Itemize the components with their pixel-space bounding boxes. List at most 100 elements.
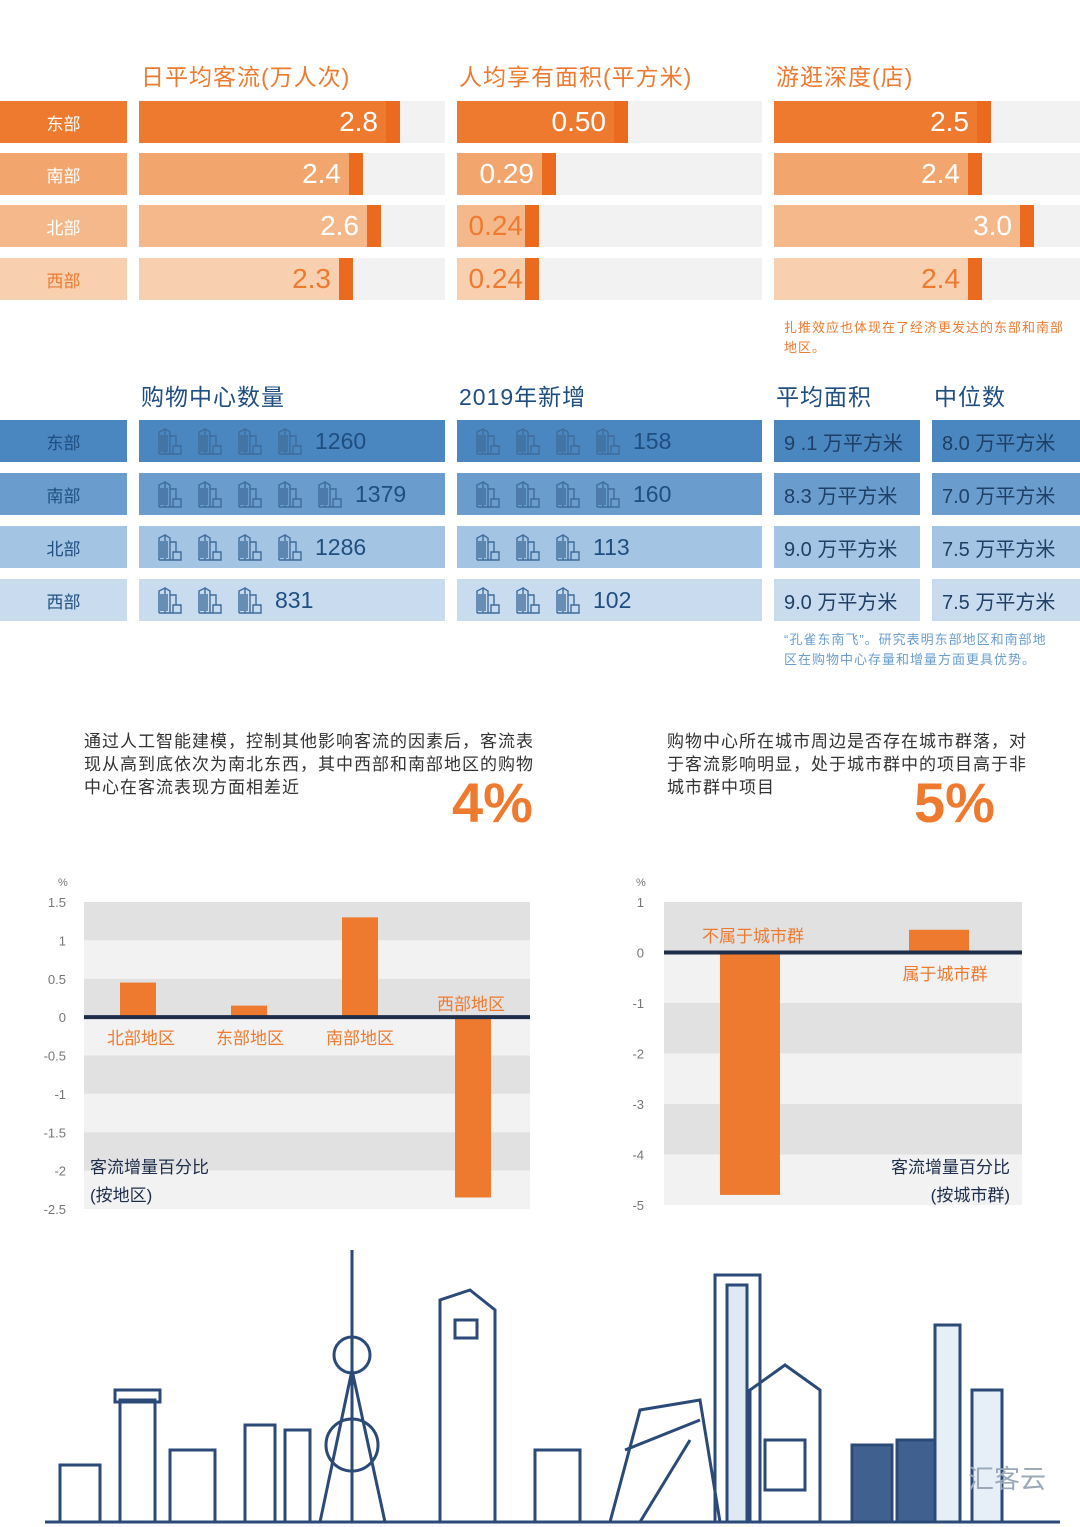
new-value: 158 <box>633 427 672 454</box>
bar-value: 0.24 <box>468 210 524 241</box>
shopping-mall-building-icon <box>235 532 275 562</box>
shopping-mall-building-icon <box>155 479 195 509</box>
bar-track: 2.4 <box>774 153 1080 195</box>
y-tick-label: 0 <box>637 946 644 961</box>
bar-value: 0.50 <box>551 106 607 137</box>
shopping-mall-building-icon <box>275 479 315 509</box>
bar-2 <box>342 917 378 1018</box>
bar-value: 2.4 <box>302 158 341 189</box>
row-label-2: 北部 <box>0 526 127 568</box>
new-cell: 113 <box>457 526 762 568</box>
bar-0 <box>720 952 780 1195</box>
y-tick-label: 0.5 <box>48 972 66 987</box>
avg_area-cell: 9 .1 万平方米 <box>774 420 920 462</box>
count-value: 1260 <box>315 427 367 454</box>
row-label-1: 南部 <box>0 473 127 515</box>
row-label-1: 南部 <box>0 153 127 195</box>
shopping-mall-building-icon <box>593 479 633 509</box>
bar-track: 3.0 <box>774 205 1080 247</box>
median-value: 7.5 万平方米 <box>942 538 1056 561</box>
bar-marker <box>542 153 556 195</box>
note-peacock: “孔雀东南飞”。研究表明东部地区和南部地区在购物中心存量和增量方面更具优势。 <box>784 632 1047 667</box>
bar-fill <box>139 101 400 143</box>
column-header: 日平均客流(万人次) <box>141 64 351 90</box>
shopping-mall-building-icon <box>155 532 195 562</box>
bar-track: 0.24 <box>457 258 762 300</box>
bar-value: 2.5 <box>930 106 969 137</box>
shopping-mall-building-icon <box>553 479 593 509</box>
bar-marker <box>367 205 381 247</box>
bar-fill <box>774 258 982 300</box>
note-agglomeration: 扎推效应也体现在了经济更发达的东部和南部地区。 <box>784 320 1065 355</box>
y-tick-label: 0 <box>59 1010 66 1025</box>
median-cell: 7.5 万平方米 <box>932 579 1080 621</box>
bar-1 <box>909 929 969 953</box>
bar-marker <box>968 258 982 300</box>
bar-track: 0.24 <box>457 205 762 247</box>
y-unit-label: % <box>636 877 646 889</box>
bar-fill <box>139 258 353 300</box>
row-label-3: 西部 <box>0 579 127 621</box>
bar-marker <box>1020 205 1034 247</box>
new-cell: 102 <box>457 579 762 621</box>
bar-marker <box>977 101 991 143</box>
shopping-mall-building-icon <box>195 426 235 456</box>
count-cell: 1379 <box>139 473 445 515</box>
bar-marker <box>525 205 539 247</box>
shopping-mall-building-icon <box>155 426 195 456</box>
row-label-2: 北部 <box>0 205 127 247</box>
shopping-mall-building-icon <box>553 426 593 456</box>
bar-1 <box>231 1005 267 1018</box>
median-cell: 7.5 万平方米 <box>932 526 1080 568</box>
column-header: 游逛深度(店) <box>776 64 914 90</box>
grid-band <box>664 1003 1022 1054</box>
avg_area-value: 9.0 万平方米 <box>784 591 898 614</box>
city-skyline-illustration: 汇客云 <box>45 1250 1060 1524</box>
grid-band <box>664 1053 1022 1104</box>
watermark-logo: 汇客云 <box>968 1464 1046 1494</box>
shopping-mall-building-icon <box>235 585 275 615</box>
shopping-mall-building-icon <box>553 585 593 615</box>
insight-right-highlight: 5% <box>914 771 995 834</box>
median-cell: 8.0 万平方米 <box>932 420 1080 462</box>
shopping-mall-building-icon <box>513 479 553 509</box>
column-header: 中位数 <box>934 384 1006 410</box>
bar-track: 2.5 <box>774 101 1080 143</box>
y-tick-label: -0.5 <box>44 1049 66 1064</box>
count-cell: 1260 <box>139 420 445 462</box>
avg_area-cell: 9.0 万平方米 <box>774 526 920 568</box>
shopping-mall-building-icon <box>473 585 513 615</box>
column-header: 平均面积 <box>776 384 872 410</box>
avg_area-cell: 9.0 万平方米 <box>774 579 920 621</box>
new-cell: 160 <box>457 473 762 515</box>
shopping-mall-building-icon <box>275 532 315 562</box>
median-value: 7.5 万平方米 <box>942 591 1056 614</box>
shopping-mall-building-icon <box>473 479 513 509</box>
y-tick-label: -2.5 <box>44 1202 66 1217</box>
avg_area-value: 9.0 万平方米 <box>784 538 898 561</box>
insight-left-highlight: 4% <box>452 771 533 834</box>
count-value: 831 <box>275 586 314 613</box>
bar-marker <box>525 258 539 300</box>
y-tick-label: -2 <box>54 1164 66 1179</box>
bar-value: 0.29 <box>479 158 535 189</box>
bar-track: 2.4 <box>774 258 1080 300</box>
count-value: 1286 <box>315 533 367 560</box>
bar-value: 3.0 <box>973 210 1012 241</box>
y-tick-label: -5 <box>632 1198 644 1213</box>
shopping-mall-building-icon <box>155 585 195 615</box>
bar-track: 0.29 <box>457 153 762 195</box>
y-tick-label: -3 <box>632 1097 644 1112</box>
zero-line <box>664 950 1022 955</box>
zero-line <box>84 1015 530 1020</box>
count-cell: 1286 <box>139 526 445 568</box>
shopping-mall-building-icon <box>275 426 315 456</box>
bar-fill <box>774 205 1034 247</box>
count-cell: 831 <box>139 579 445 621</box>
insight-left-text: 通过人工智能建模，控制其他影响客流的因素后，客流表现从高到底依次为南北东西，其中… <box>84 732 534 797</box>
shopping-mall-building-icon <box>473 532 513 562</box>
bar-value: 2.8 <box>339 106 378 137</box>
shopping-mall-building-icon <box>473 426 513 456</box>
shopping-mall-building-icon <box>235 426 275 456</box>
